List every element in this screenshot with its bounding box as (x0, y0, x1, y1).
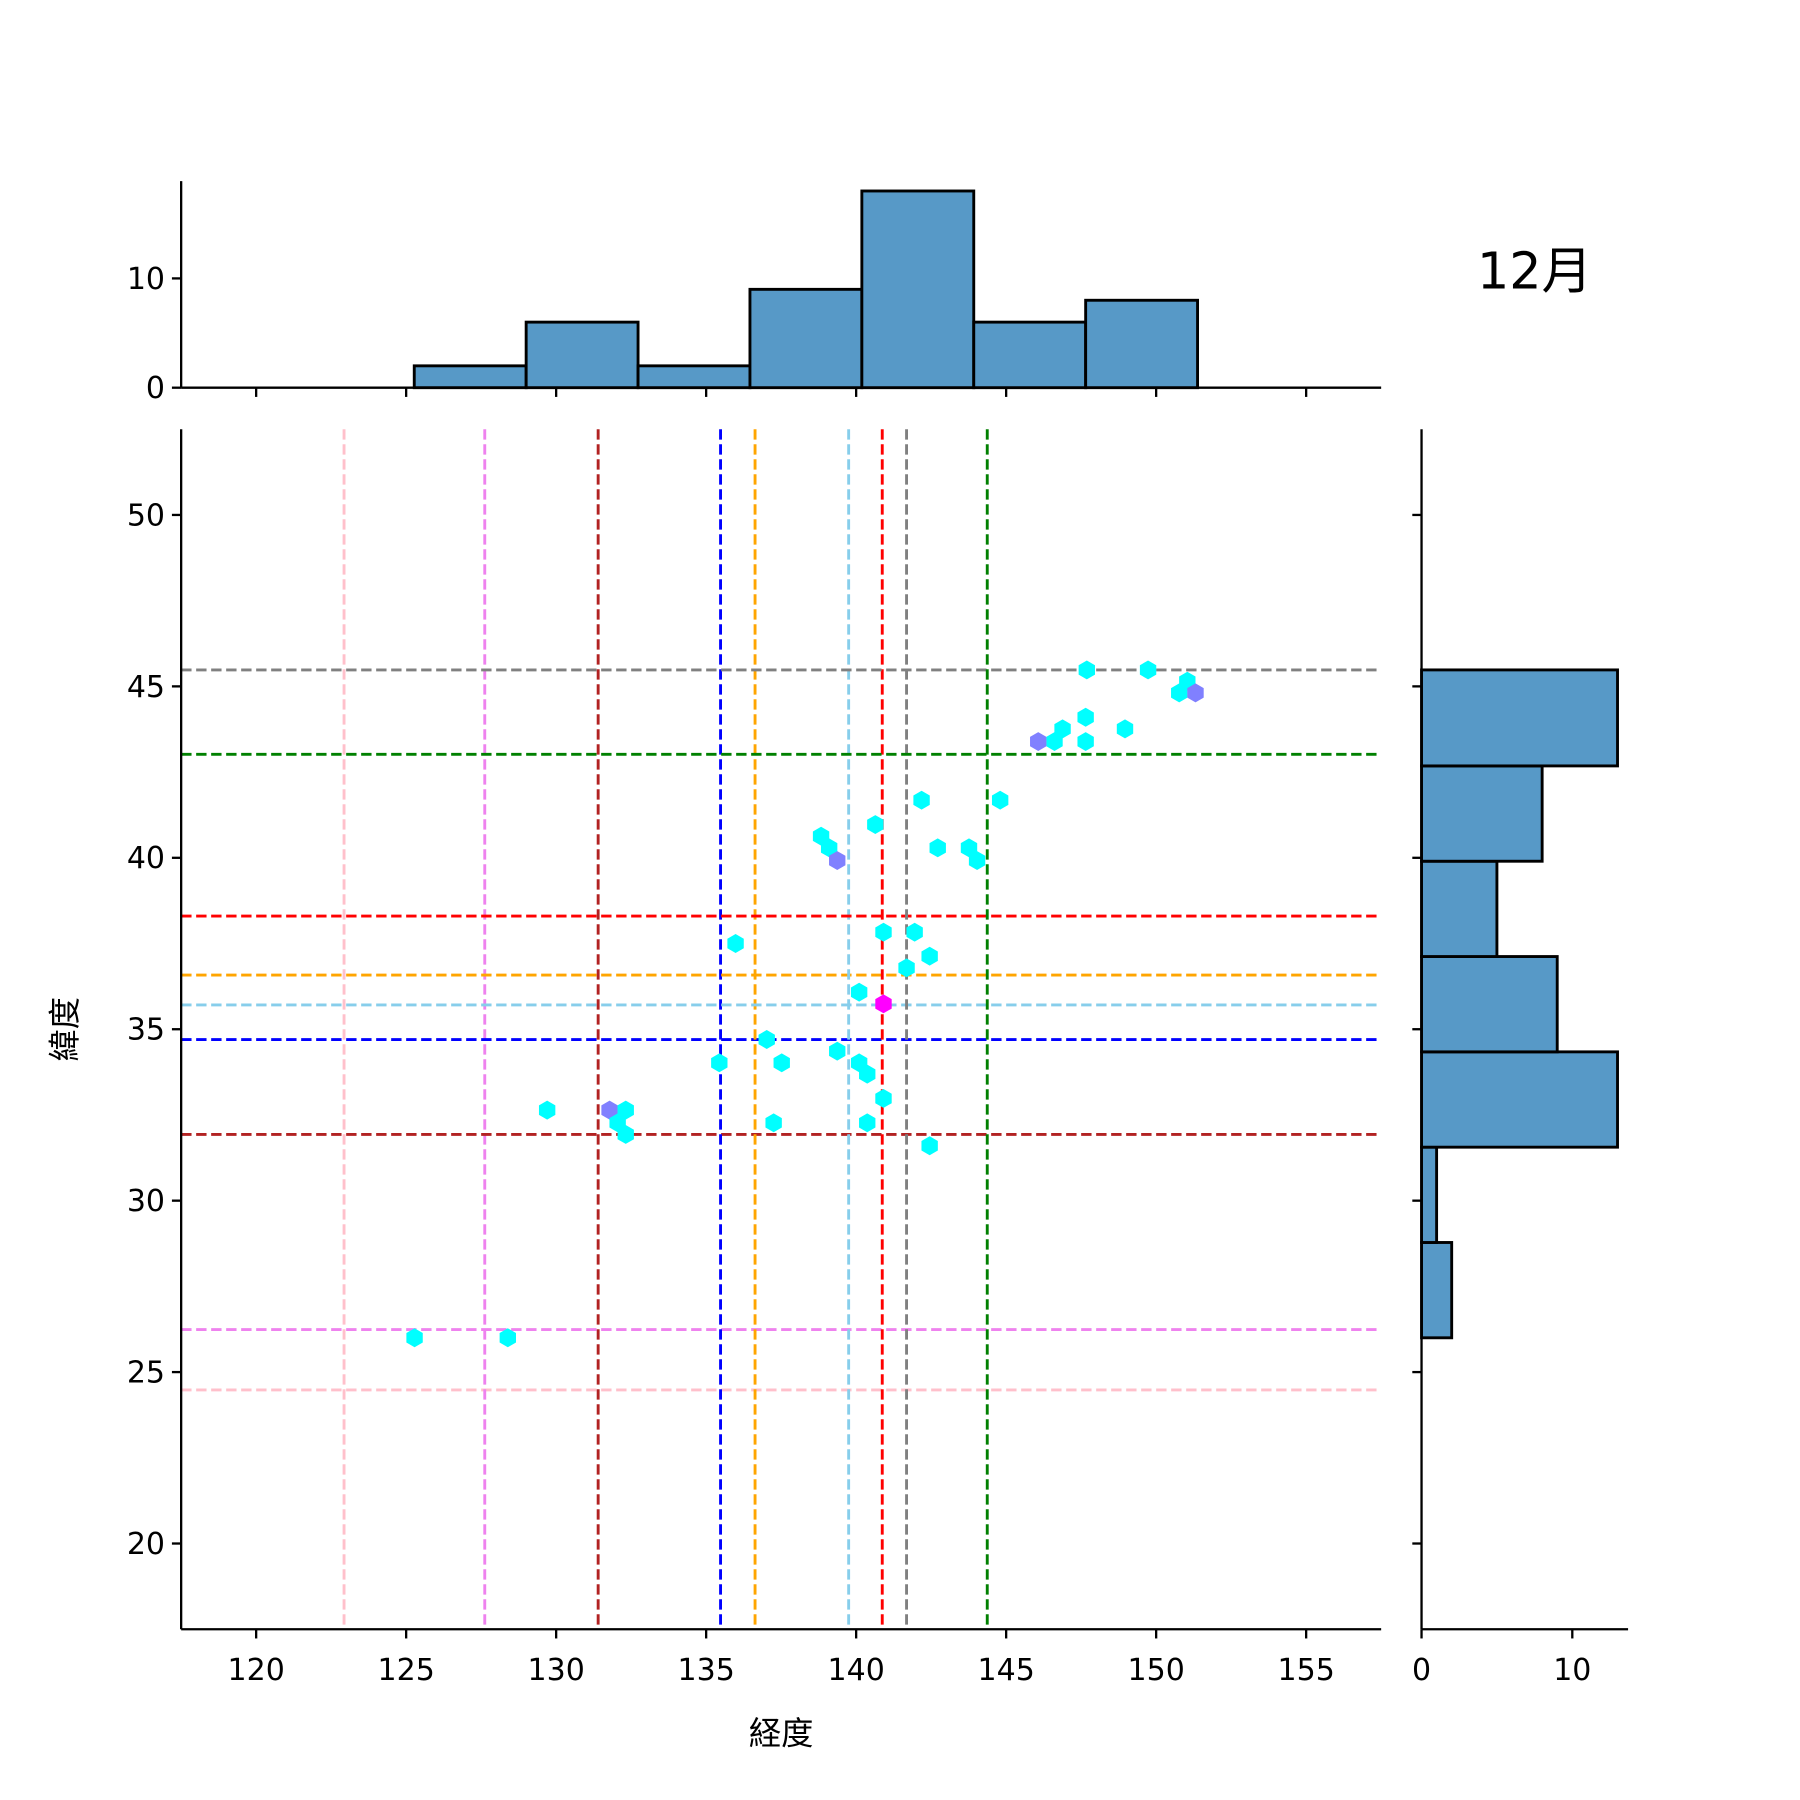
hexbin-cell (921, 1136, 938, 1156)
hexbin-cell (875, 994, 892, 1014)
hexbin-cell (1116, 719, 1134, 739)
y-tick-label: 35 (127, 1013, 165, 1048)
right-hist-bar (1420, 1241, 1454, 1340)
hexbin-cell (1078, 660, 1095, 680)
hexbin-cell (875, 922, 892, 942)
right-hist-bar (1420, 859, 1499, 958)
right-hist-bar (1420, 955, 1559, 1054)
y-axis-label: 緯度 (46, 997, 84, 1062)
top-histogram: 0 10 (127, 181, 1382, 406)
top-hist-bar (972, 320, 1088, 390)
x-tick-label: 155 (1278, 1653, 1335, 1688)
hexbin-cell (1046, 732, 1063, 752)
top-hist-bar (412, 364, 528, 390)
hexbin-cell (1054, 719, 1071, 739)
right-hist-x-tick-label: 10 (1553, 1653, 1591, 1688)
hexbin-cell (859, 1064, 876, 1084)
hexbin-cell (820, 838, 838, 858)
hexbin-cell (850, 982, 868, 1002)
right-hist-bar (1420, 1050, 1619, 1149)
hexbin-cell (960, 838, 978, 858)
y-tick-label: 40 (127, 841, 165, 876)
hexbin-cell (859, 1113, 876, 1133)
hexbin-cell (1077, 732, 1094, 752)
hexbin-cell (913, 790, 930, 810)
main-axes: 120 125 130 135 140 145 150 155 20 25 30 35 40 45 50 (127, 429, 1382, 1688)
hexbin-cell (711, 1053, 728, 1073)
hexbin-cell (617, 1100, 634, 1120)
x-tick-label: 120 (228, 1653, 285, 1688)
hexbin-cell (1077, 707, 1094, 727)
hexbin-cell (1139, 660, 1157, 680)
hexbin-cell (727, 934, 744, 953)
x-tick-label: 145 (978, 1653, 1035, 1688)
x-tick-label: 140 (828, 1653, 885, 1688)
hexbin-cell (829, 1041, 846, 1061)
hexbin-cell (875, 1089, 892, 1108)
right-hist-bar (1420, 764, 1544, 863)
right-hist-x-tick-label: 0 (1412, 1653, 1431, 1688)
hexbin-cell (829, 851, 846, 870)
hexbin-cell (867, 815, 884, 834)
top-hist-bar (636, 364, 752, 390)
hexbin-cell (1171, 683, 1188, 703)
top-hist-y-tick-label: 0 (146, 371, 165, 406)
hexbin-cell (617, 1125, 634, 1144)
hexbin-cell (898, 958, 915, 978)
top-hist-bar (860, 189, 976, 390)
top-hist-bar (748, 287, 864, 390)
hexbin-cell (921, 946, 938, 966)
hexbin-cell (406, 1328, 423, 1348)
hexbin-cell (929, 838, 946, 858)
right-hist-bar (1420, 1145, 1439, 1244)
hexbin-cell (538, 1100, 556, 1120)
x-axis-label: 経度 (749, 1715, 814, 1753)
y-tick-label: 25 (127, 1355, 165, 1390)
top-hist-y-tick-label: 10 (127, 262, 165, 297)
hexbin-cell (1187, 683, 1204, 703)
chart-title: 12月 (1477, 241, 1592, 300)
y-tick-label: 50 (127, 498, 165, 533)
hexbin-cell (601, 1100, 618, 1120)
y-tick-label: 45 (127, 670, 165, 705)
right-hist-bar (1420, 668, 1619, 768)
hexbin-cell (499, 1328, 516, 1348)
hexbin-cell (765, 1113, 782, 1133)
right-histogram: 0 10 (1412, 429, 1629, 1688)
x-tick-label: 125 (378, 1653, 435, 1688)
x-tick-label: 150 (1128, 1653, 1185, 1688)
y-tick-label: 30 (127, 1184, 165, 1219)
top-hist-bar (524, 320, 640, 390)
hexbin-cell (1030, 732, 1047, 752)
top-hist-bar (1084, 298, 1199, 390)
hexbin-cell (991, 790, 1009, 810)
x-tick-label: 130 (528, 1653, 585, 1688)
hexbin-cell (758, 1030, 775, 1049)
y-tick-label: 20 (127, 1527, 165, 1562)
x-tick-label: 135 (678, 1653, 735, 1688)
hexbin-cell (773, 1053, 790, 1073)
hexbin-cell (968, 851, 986, 870)
hexbin-cell (906, 922, 923, 942)
